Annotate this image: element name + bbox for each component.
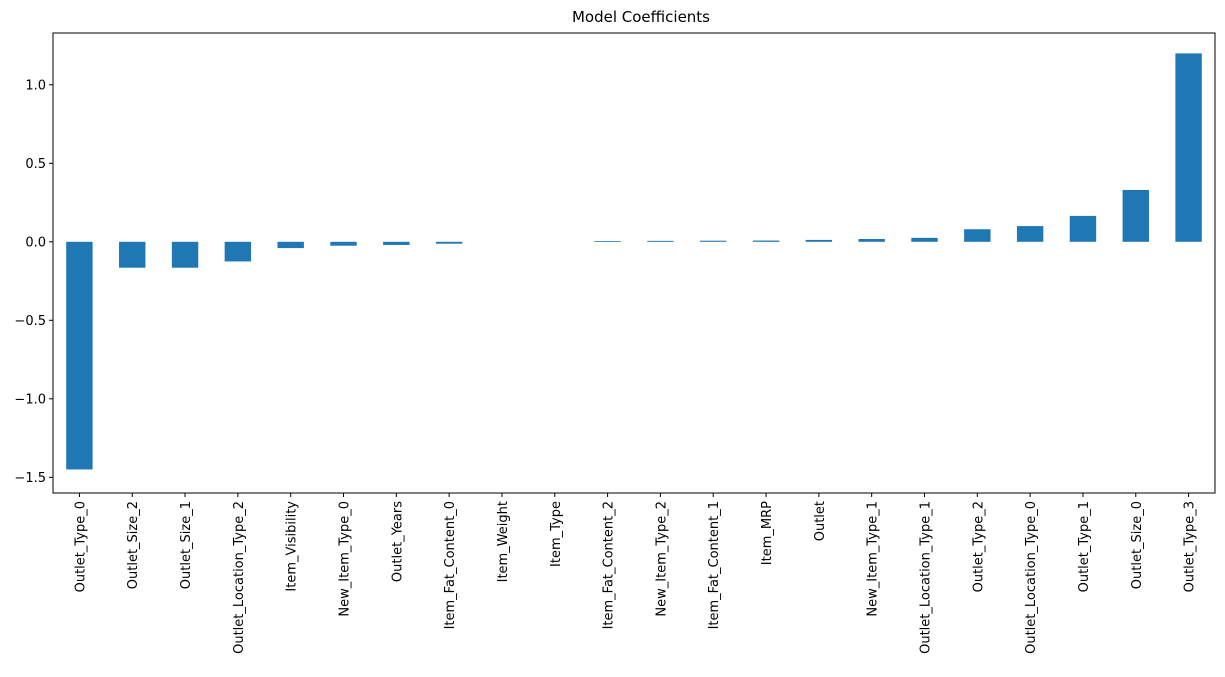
x-tick-label: Item_Fat_Content_0 <box>443 501 458 629</box>
bar-Outlet_Location_Type_0 <box>1016 226 1044 242</box>
y-tick-label: −1.0 <box>14 392 46 407</box>
bar-New_Item_Type_0 <box>330 241 357 246</box>
x-tick-label: Item_Weight <box>496 501 511 582</box>
x-tick-label: New_Item_Type_0 <box>338 501 353 617</box>
bar-Outlet_Type_1 <box>1069 215 1097 242</box>
bar-Item_MRP <box>752 240 780 242</box>
bar-Outlet_Type_3 <box>1175 53 1202 242</box>
bar-Outlet_Size_0 <box>1122 189 1149 242</box>
x-tick-label: Outlet_Location_Type_2 <box>232 501 247 654</box>
bar-Outlet_Type_2 <box>964 229 991 242</box>
x-tick-label: Item_Visibility <box>285 501 300 592</box>
y-tick-label: 0.0 <box>25 235 46 250</box>
bar-Outlet_Size_1 <box>171 241 199 268</box>
x-tick-label: Outlet_Type_1 <box>1077 501 1092 592</box>
x-tick-label: Outlet_Type_3 <box>1183 501 1198 592</box>
bar-New_Item_Type_1 <box>858 238 885 242</box>
bar-Outlet <box>805 239 833 242</box>
bar-Item_Fat_Content_0 <box>435 241 463 244</box>
x-tick-label: Outlet_Size_2 <box>126 501 141 589</box>
x-axis: Outlet_Type_0 Outlet_Size_2 Outlet_Size_1 O… <box>73 493 1198 654</box>
bar-Outlet_Years <box>383 241 410 245</box>
y-tick-label: 1.0 <box>25 78 46 93</box>
bar-Item_Fat_Content_1 <box>700 240 727 242</box>
x-tick-label: Outlet <box>813 501 828 541</box>
bar-Outlet_Location_Type_1 <box>911 237 938 242</box>
x-tick-label: Outlet_Location_Type_0 <box>1024 501 1039 654</box>
x-tick-label: New_Item_Type_1 <box>866 501 881 617</box>
x-tick-label: New_Item_Type_2 <box>654 501 669 617</box>
x-tick-label: Item_MRP <box>760 501 775 565</box>
x-tick-label: Outlet_Type_0 <box>73 501 88 592</box>
bars-group <box>66 53 1202 470</box>
x-tick-label: Outlet_Location_Type_1 <box>919 501 934 654</box>
bar-Item_Visibility <box>277 241 304 249</box>
bar-Outlet_Type_0 <box>66 241 93 470</box>
x-tick-label: Item_Type <box>549 501 564 567</box>
x-tick-label: Outlet_Type_2 <box>971 501 986 592</box>
y-tick-label: −1.5 <box>14 471 46 486</box>
x-tick-label: Outlet_Years <box>390 501 405 582</box>
x-tick-label: Outlet_Size_1 <box>179 501 194 589</box>
chart-title: Model Coefficients <box>572 8 710 26</box>
bar-Item_Fat_Content_2 <box>594 241 621 242</box>
bar-Outlet_Location_Type_2 <box>224 241 252 262</box>
bar-New_Item_Type_2 <box>647 240 674 242</box>
x-tick-label: Outlet_Size_0 <box>1130 501 1145 589</box>
y-tick-label: 0.5 <box>25 157 46 172</box>
x-tick-label: Item_Fat_Content_1 <box>707 501 722 629</box>
bar-Outlet_Size_2 <box>119 241 146 268</box>
y-tick-label: −0.5 <box>14 314 46 329</box>
y-axis: −1.5 −1.0 −0.5 0.0 0.5 1.0 <box>14 78 53 486</box>
x-tick-label: Item_Fat_Content_2 <box>602 501 617 629</box>
plot-frame <box>52 32 1216 494</box>
